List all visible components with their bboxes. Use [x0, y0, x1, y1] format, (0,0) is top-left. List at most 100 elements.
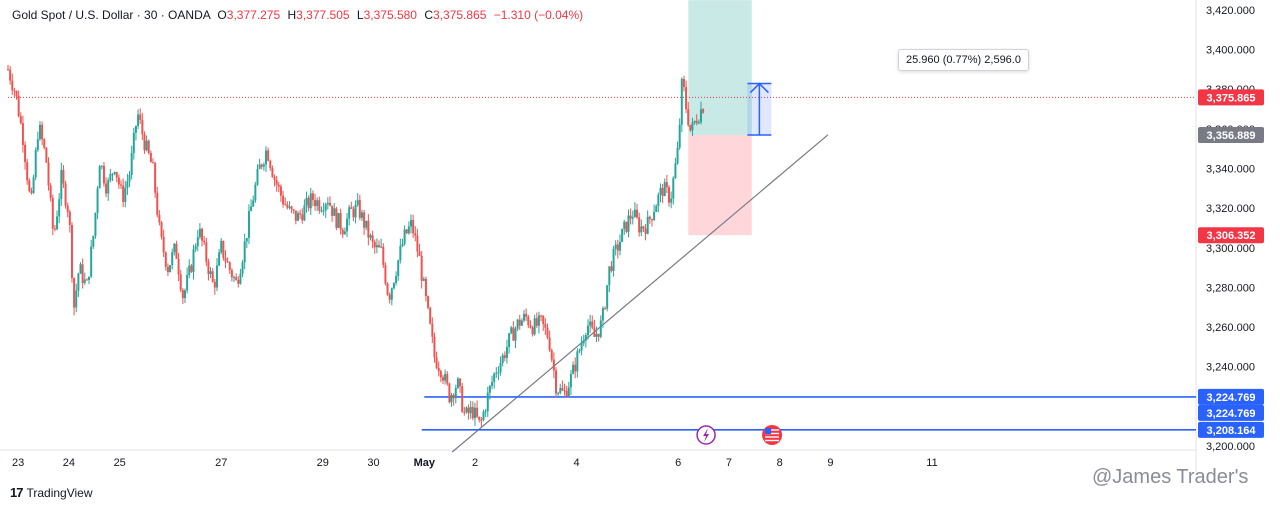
candle-body [343, 231, 346, 235]
x-tick-label: 6 [675, 457, 681, 469]
candle-body [79, 264, 82, 274]
tradingview-brand[interactable]: 17 TradingView [10, 485, 93, 500]
open-key: O [217, 8, 227, 22]
candle-body [410, 219, 413, 227]
candle-body [307, 197, 310, 209]
candle-body [623, 221, 626, 229]
candle-body [497, 372, 500, 374]
candle-body [584, 335, 587, 341]
candle-body [531, 327, 534, 335]
candle-body [439, 371, 442, 378]
candle-body [395, 276, 398, 283]
candle-body [314, 200, 317, 207]
candle-body [194, 246, 197, 250]
candle-body [484, 411, 487, 413]
y-tick-label: 3,200.000 [1206, 441, 1255, 453]
candle-body [388, 294, 391, 300]
candle-body [604, 308, 607, 310]
candle-body [405, 229, 408, 234]
candle-body [354, 204, 357, 218]
candle-body [230, 270, 233, 278]
candle-body [563, 390, 566, 392]
candle-body [139, 114, 142, 120]
candle-body [346, 218, 349, 232]
candle-body [371, 235, 374, 242]
candle-body [258, 164, 261, 170]
candle-body [508, 333, 511, 348]
candle-body [151, 162, 154, 164]
candle-body [399, 246, 402, 261]
candle-body [446, 373, 449, 384]
candle-body [196, 237, 199, 247]
candle-body [525, 313, 528, 317]
profit-zone [688, 0, 752, 136]
candle-body [331, 205, 334, 216]
candle-body [70, 225, 73, 279]
candle-body [674, 163, 677, 179]
candle-body [34, 149, 37, 178]
candle-body [11, 80, 14, 91]
candle-body [333, 208, 336, 216]
high-value: 3,377.505 [296, 8, 350, 22]
candle-body [288, 206, 291, 208]
candle-body [117, 177, 120, 185]
open-value: 3,377.275 [226, 8, 281, 22]
candle-body [192, 249, 195, 272]
candle-body [591, 321, 594, 328]
candle-body [661, 187, 664, 197]
symbol-title[interactable]: Gold Spot / U.S. Dollar · 30 · OANDA [12, 8, 211, 22]
candle-body [392, 282, 395, 289]
candle-body [424, 278, 427, 297]
candle-body [544, 323, 547, 328]
candle-body [672, 178, 675, 199]
x-tick-label: 8 [777, 457, 783, 469]
candle-body [429, 307, 432, 324]
candle-body [582, 340, 585, 344]
candle-body [24, 144, 27, 163]
last-price-tag-bg [1198, 89, 1264, 106]
candle-body [638, 217, 641, 233]
candle-body [691, 122, 694, 131]
candle-body [693, 120, 696, 123]
tradingview-logo: 17 [10, 485, 24, 500]
candle-body [463, 411, 466, 413]
candle-body [437, 367, 440, 372]
candle-body [339, 213, 342, 230]
candle-body [213, 281, 216, 288]
candle-body [252, 200, 255, 207]
x-tick-label: 25 [114, 457, 126, 469]
candle-body [650, 219, 653, 221]
candle-body [680, 78, 683, 125]
candle-body [275, 179, 278, 185]
candle-body [574, 364, 577, 372]
candle-body [149, 152, 152, 163]
candle-body [38, 124, 41, 140]
candle-body [73, 278, 76, 308]
support-tag-2-bg [1198, 421, 1264, 438]
candle-body [459, 378, 462, 387]
candle-body [621, 228, 624, 242]
candle-body [262, 164, 265, 167]
candle-body [384, 265, 387, 284]
candle-body [324, 204, 327, 211]
candle-body [169, 265, 172, 273]
candle-body [670, 198, 673, 203]
candle-body [499, 362, 502, 373]
candle-body [337, 213, 340, 228]
candle-body [644, 228, 647, 234]
candle-body [482, 411, 485, 421]
candle-body [397, 260, 400, 277]
candle-body [164, 252, 167, 267]
candle-body [695, 120, 698, 124]
candle-body [700, 109, 702, 123]
candle-body [58, 199, 61, 217]
candle-body [518, 319, 521, 326]
candle-body [687, 109, 690, 125]
candle-body [378, 245, 381, 248]
candle-body [256, 169, 259, 185]
candle-body [237, 279, 240, 284]
candle-body [41, 124, 44, 140]
candle-body [141, 119, 144, 135]
entry-price-tag-bg [1198, 127, 1264, 144]
